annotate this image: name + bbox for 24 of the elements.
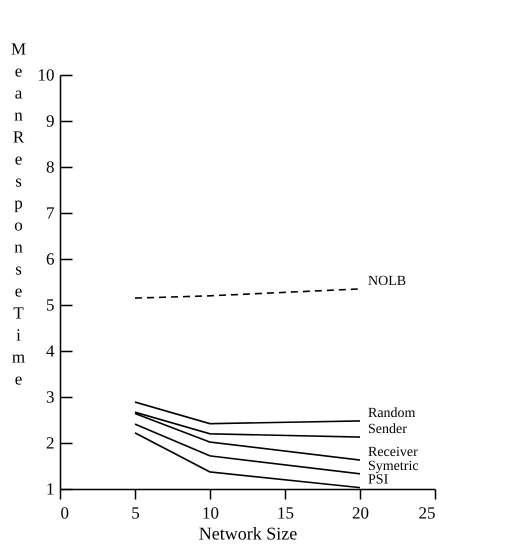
x-tick-label: 10 xyxy=(202,504,219,522)
y-tick-label: 4 xyxy=(46,342,55,360)
y-tick-label: 8 xyxy=(46,158,54,176)
series-label: Receiver xyxy=(368,445,418,460)
series-label: PSI xyxy=(368,472,389,488)
x-tick-label: 20 xyxy=(352,504,369,522)
series-label: NOLB xyxy=(368,274,406,289)
x-tick-label: 5 xyxy=(131,504,140,522)
series-label: Sender xyxy=(368,422,408,438)
y-tick-label: 9 xyxy=(46,112,54,130)
text: Mean Response Time xyxy=(10,40,26,388)
y-tick-label: 10 xyxy=(38,66,54,84)
y-tick-label: 2 xyxy=(46,434,54,452)
y-tick-label: 7 xyxy=(46,204,55,222)
y-tick-label: 1 xyxy=(46,480,54,498)
x-tick-label: 0 xyxy=(60,504,69,522)
x-tick-label: 15 xyxy=(277,504,294,522)
series-label: Random xyxy=(368,406,416,421)
y-tick-label: 5 xyxy=(46,296,54,314)
y-tick-label: 3 xyxy=(46,388,54,406)
y-tick-label: 6 xyxy=(46,250,54,268)
x-axis-title: Network Size xyxy=(198,524,298,544)
x-tick-label: 25 xyxy=(418,504,436,522)
series-label: Symetric xyxy=(368,458,419,474)
